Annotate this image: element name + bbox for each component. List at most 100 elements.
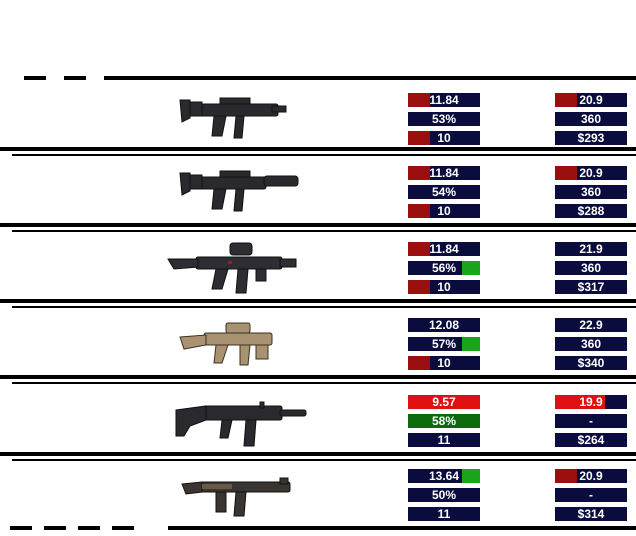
stat-cell: 53% xyxy=(408,112,480,126)
stat-value: 56% xyxy=(431,261,457,275)
stat-value: 9.57 xyxy=(432,395,456,409)
stat-value: - xyxy=(589,488,593,502)
stat-indicator-bar xyxy=(462,337,480,351)
row-separator xyxy=(0,526,636,536)
stat-cell: 11.84 xyxy=(408,242,480,256)
stat-indicator-bar xyxy=(408,166,430,180)
stat-value: $288 xyxy=(577,204,605,218)
stat-indicator-bar xyxy=(408,93,430,107)
stat-value: 58% xyxy=(431,414,457,428)
weapon-row-mp40[interactable]: 13.64 50% 11 20.9 - $314 xyxy=(0,462,636,526)
stat-indicator-bar xyxy=(408,395,480,409)
stat-value: 360 xyxy=(580,261,602,275)
stat-value: 20.9 xyxy=(579,166,603,180)
stat-value: 54% xyxy=(431,185,457,199)
stat-value: $293 xyxy=(577,131,605,145)
stat-value: $264 xyxy=(577,433,605,447)
stat-value: 53% xyxy=(431,112,457,126)
stat-value: $314 xyxy=(577,507,605,521)
stat-cell: 360 xyxy=(555,337,627,351)
stat-value: 10 xyxy=(437,280,451,294)
stat-value: - xyxy=(589,414,593,428)
stat-cell: $317 xyxy=(555,280,627,294)
weapon-row-mp5sd[interactable]: 11.84 54% 10 20.9 360 $288 xyxy=(0,159,636,223)
ump-icon xyxy=(175,401,307,447)
stat-cell: $340 xyxy=(555,356,627,370)
stat-value: 11.84 xyxy=(429,242,459,256)
row-separator xyxy=(0,375,636,385)
stat-cell: 10 xyxy=(408,280,480,294)
weapon-row-mp5-tactical[interactable]: 11.84 56% 10 21.9 360 $317 xyxy=(0,235,636,299)
stat-indicator-bar xyxy=(408,280,430,294)
stat-value: 11.84 xyxy=(429,166,459,180)
mp5sd-icon xyxy=(179,170,299,212)
stat-indicator-bar xyxy=(555,469,577,483)
stat-value: 50% xyxy=(431,488,457,502)
stat-cell: 22.9 xyxy=(555,318,627,332)
stat-indicator-bar xyxy=(462,469,480,483)
stat-cell: 20.9 xyxy=(555,166,627,180)
mp5-icon xyxy=(179,97,287,139)
weapon-row-ump[interactable]: 9.57 58% 11 19.9 - $264 xyxy=(0,388,636,452)
row-separator xyxy=(0,147,636,157)
stat-indicator-bar xyxy=(555,166,577,180)
weapon-row-mp5[interactable]: 11.84 53% 10 20.9 360 $293 xyxy=(0,86,636,150)
stat-indicator-bar xyxy=(408,242,430,256)
stat-cell: $264 xyxy=(555,433,627,447)
mp5k-icon xyxy=(179,322,273,366)
stat-value: 13.64 xyxy=(428,469,460,483)
stat-cell: 19.9 xyxy=(555,395,627,409)
stat-indicator-bar xyxy=(408,131,430,145)
stat-value: 21.9 xyxy=(579,242,603,256)
stat-value: 20.9 xyxy=(579,469,603,483)
stat-indicator-bar xyxy=(408,414,480,428)
stat-value: 360 xyxy=(580,337,602,351)
stat-cell: $293 xyxy=(555,131,627,145)
stat-cell: 10 xyxy=(408,356,480,370)
stat-cell: 54% xyxy=(408,185,480,199)
stat-cell: 9.57 xyxy=(408,395,480,409)
stat-cell: 360 xyxy=(555,261,627,275)
stat-cell: 10 xyxy=(408,204,480,218)
stat-value: 22.9 xyxy=(579,318,603,332)
stat-cell: 57% xyxy=(408,337,480,351)
stat-value: 360 xyxy=(580,112,602,126)
stat-cell: 20.9 xyxy=(555,469,627,483)
stat-value: 10 xyxy=(437,131,451,145)
stat-value: 10 xyxy=(437,356,451,370)
mp5-tactical-icon xyxy=(167,242,297,294)
stat-cell: 360 xyxy=(555,112,627,126)
stat-value: 11.84 xyxy=(429,93,459,107)
stat-value: 20.9 xyxy=(579,93,603,107)
stat-cell: 58% xyxy=(408,414,480,428)
stat-indicator-bar xyxy=(555,93,577,107)
stat-value: 11 xyxy=(437,507,451,521)
stat-value: $340 xyxy=(577,356,605,370)
stat-value: 10 xyxy=(437,204,451,218)
stat-cell: 11 xyxy=(408,433,480,447)
row-separator xyxy=(0,76,636,86)
row-separator xyxy=(0,452,636,462)
stat-value: $317 xyxy=(577,280,605,294)
stat-cell: 360 xyxy=(555,185,627,199)
stat-cell: 11.84 xyxy=(408,93,480,107)
stat-indicator-bar xyxy=(555,395,606,409)
stat-cell: - xyxy=(555,414,627,428)
weapon-row-mp5k[interactable]: 12.08 57% 10 22.9 360 $340 xyxy=(0,311,636,375)
stat-indicator-bar xyxy=(462,261,480,275)
stat-cell: $314 xyxy=(555,507,627,521)
stat-value: 57% xyxy=(431,337,457,351)
stat-cell: 11 xyxy=(408,507,480,521)
mp40-icon xyxy=(181,477,291,517)
stat-cell: 12.08 xyxy=(408,318,480,332)
stat-cell: 20.9 xyxy=(555,93,627,107)
stat-cell: 50% xyxy=(408,488,480,502)
stat-cell: 56% xyxy=(408,261,480,275)
row-separator xyxy=(0,223,636,233)
stat-cell: $288 xyxy=(555,204,627,218)
stat-cell: 21.9 xyxy=(555,242,627,256)
stat-cell: 11.84 xyxy=(408,166,480,180)
stat-cell: 10 xyxy=(408,131,480,145)
stat-value: 11 xyxy=(437,433,451,447)
stat-indicator-bar xyxy=(408,356,430,370)
